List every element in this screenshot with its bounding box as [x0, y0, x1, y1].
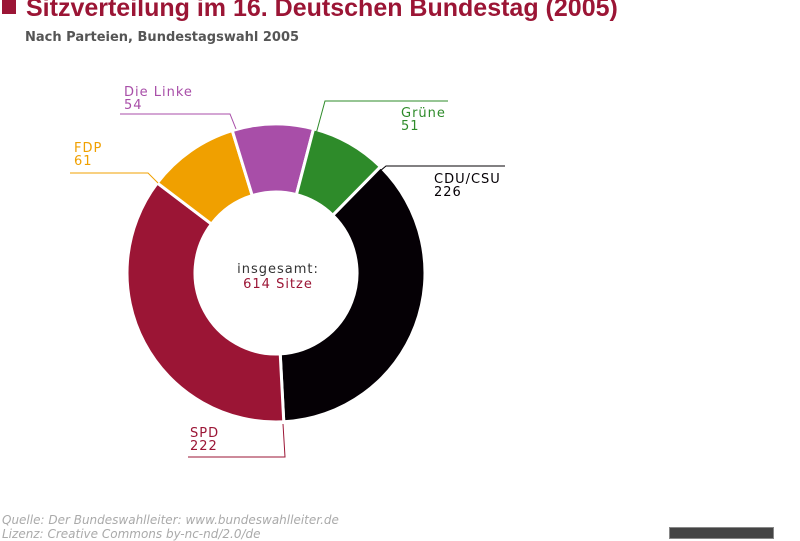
value-grne: 51 — [401, 119, 420, 134]
label-dielinke: Die Linke — [124, 85, 193, 100]
title-text: Sitzverteilung im 16. Deutschen Bundesta… — [26, 0, 618, 22]
label-fdp: FDP — [74, 141, 102, 156]
leader-line-grne — [315, 100, 448, 135]
license-badge[interactable] — [669, 527, 774, 539]
label-spd: SPD — [190, 426, 219, 441]
label-grne: Grüne — [401, 106, 446, 121]
value-dielinke: 54 — [124, 98, 143, 113]
leader-line-cducsu — [379, 165, 505, 172]
source-note: Quelle: Der Bundeswahlleiter: www.bundes… — [2, 513, 339, 527]
value-cducsu: 226 — [434, 185, 462, 200]
chart-title: Sitzverteilung im 16. Deutschen Bundesta… — [2, 0, 618, 23]
center-value: 614 Sitze — [243, 277, 313, 292]
leader-line-dielinke — [120, 113, 237, 130]
license-note: Lizenz: Creative Commons by-nc-nd/2.0/de — [2, 527, 261, 541]
chart-subtitle: Nach Parteien, Bundestagswahl 2005 — [25, 30, 300, 45]
title-marker — [2, 0, 16, 14]
leader-line-spd — [188, 423, 286, 458]
value-fdp: 61 — [74, 154, 93, 169]
center-label: insgesamt: — [237, 262, 319, 277]
slice-cducsu — [278, 164, 427, 424]
slice-spd — [125, 180, 286, 424]
label-cducsu: CDU/CSU — [434, 172, 501, 187]
value-spd: 222 — [190, 439, 218, 454]
slice-grne — [294, 126, 383, 218]
leader-line-fdp — [70, 172, 159, 184]
